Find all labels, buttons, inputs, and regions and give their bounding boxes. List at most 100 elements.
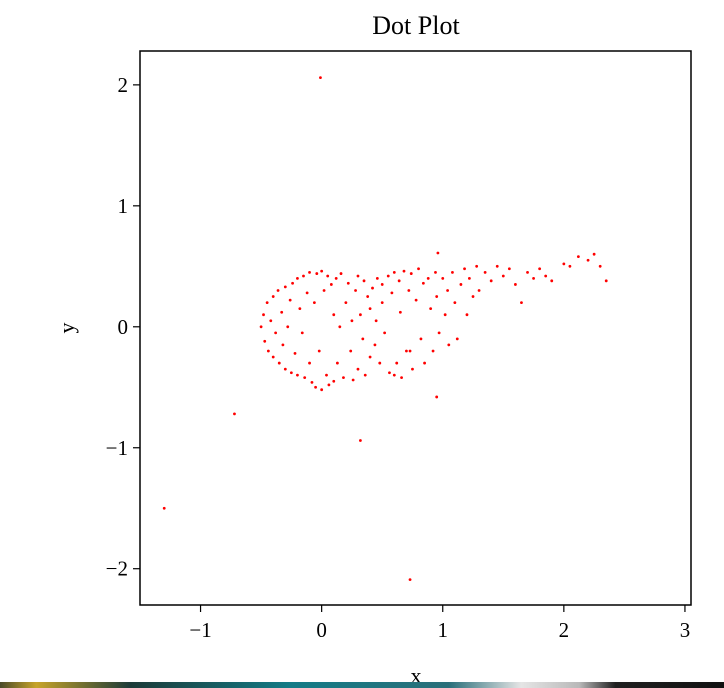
data-point <box>576 255 580 259</box>
data-point <box>269 319 273 323</box>
data-point <box>408 578 412 581</box>
data-point <box>435 295 439 298</box>
data-point <box>380 283 384 286</box>
data-point <box>436 251 440 255</box>
data-point <box>291 281 294 285</box>
data-point <box>604 279 608 283</box>
data-point <box>339 272 343 275</box>
data-point <box>402 269 406 273</box>
data-point <box>283 285 287 289</box>
data-point <box>320 269 324 273</box>
data-point <box>455 337 459 341</box>
data-point <box>361 337 365 341</box>
data-point <box>429 307 433 311</box>
x-tick-label: 3 <box>680 618 691 642</box>
data-point <box>349 349 353 353</box>
data-point <box>266 349 270 353</box>
data-point <box>362 279 366 283</box>
data-point <box>259 325 263 329</box>
data-point <box>296 277 299 280</box>
data-point <box>423 361 426 365</box>
data-point <box>453 301 457 304</box>
data-point <box>411 367 414 371</box>
data-point <box>507 267 511 271</box>
x-tick-label: 0 <box>316 618 327 642</box>
data-point <box>538 267 542 271</box>
data-point <box>373 343 377 347</box>
data-point <box>408 349 412 353</box>
data-point <box>356 274 360 278</box>
data-point <box>398 310 402 314</box>
data-point <box>443 313 447 317</box>
data-point <box>354 289 357 292</box>
y-tick-label: −1 <box>106 436 128 460</box>
data-point <box>351 378 355 382</box>
data-point <box>388 371 391 375</box>
data-point <box>375 277 379 280</box>
data-point <box>344 301 348 304</box>
data-point <box>489 279 493 283</box>
data-point <box>532 277 535 280</box>
data-point <box>520 301 523 304</box>
data-point <box>271 355 275 359</box>
data-point <box>371 286 374 290</box>
data-point <box>409 272 413 275</box>
data-point <box>300 331 304 335</box>
data-point <box>465 313 469 317</box>
data-point <box>447 343 451 347</box>
data-point <box>451 270 454 274</box>
data-point <box>463 267 466 271</box>
data-point <box>320 388 324 392</box>
data-point <box>483 270 487 274</box>
data-point <box>435 395 439 399</box>
data-point <box>400 376 403 379</box>
x-tick-label: 1 <box>437 618 448 642</box>
data-point <box>592 252 596 256</box>
data-point <box>366 295 370 298</box>
data-point <box>405 349 408 353</box>
data-point <box>417 267 420 271</box>
data-point <box>501 274 505 278</box>
data-point <box>262 313 265 317</box>
data-point <box>296 373 299 377</box>
data-point <box>471 295 475 298</box>
data-point <box>263 339 267 343</box>
y-axis-ticks: −2 −1 0 1 2 <box>106 73 140 581</box>
data-point <box>419 337 423 341</box>
data-point <box>293 352 297 355</box>
data-point <box>397 279 401 283</box>
data-point <box>274 331 278 335</box>
data-point <box>265 301 269 304</box>
data-point <box>298 307 302 311</box>
data-point <box>308 361 311 365</box>
data-point <box>271 295 275 298</box>
data-point <box>467 277 471 280</box>
data-point <box>334 277 338 280</box>
data-point <box>308 270 311 274</box>
data-point <box>368 355 372 359</box>
data-point <box>319 76 322 80</box>
plot-frame <box>139 50 692 606</box>
data-point <box>514 283 517 286</box>
data-point <box>335 361 339 365</box>
data-point <box>359 439 362 442</box>
data-point <box>346 281 350 285</box>
data-point <box>407 289 411 292</box>
data-point <box>322 289 326 292</box>
data-point <box>162 506 166 510</box>
data-point <box>421 281 425 285</box>
data-point <box>459 283 463 286</box>
data-point <box>327 383 331 387</box>
data-point <box>303 376 307 379</box>
y-axis-label: y <box>54 323 79 334</box>
data-point <box>368 307 372 311</box>
data-point <box>475 264 479 268</box>
data-point <box>550 279 554 283</box>
data-point <box>302 274 305 278</box>
data-point <box>426 277 430 280</box>
data-point <box>363 373 367 377</box>
data-point <box>277 361 281 365</box>
data-point <box>325 373 328 377</box>
data-point <box>431 349 435 353</box>
data-point <box>314 385 317 389</box>
